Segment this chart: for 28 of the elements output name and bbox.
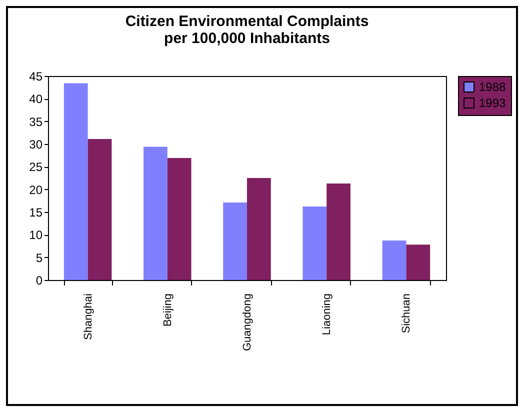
y-tick-label: 20 [29,182,43,197]
x-tick-label: Guangdong [242,294,254,351]
bar [88,139,112,280]
x-tick-label: Sichuan [400,294,413,334]
bar [64,83,88,280]
y-tick-label: 5 [36,250,43,265]
x-tick-label: Beijing [162,294,174,327]
y-tick-label: 15 [29,206,43,220]
y-tick-label: 40 [29,92,43,106]
y-tick-label: 10 [29,228,43,242]
y-tick-label: 45 [29,70,43,84]
bar [144,146,168,280]
bar [382,240,406,280]
x-tick-label: Shanghai [82,294,94,340]
y-tick-label: 0 [36,274,43,288]
bar [223,202,247,280]
chart-title: Citizen Environmental Complaints per 100,000 Inhabitants [125,13,369,47]
y-tick-label: 30 [29,138,43,152]
bar [406,244,430,280]
x-tick-label: Liaoning [321,294,334,336]
bar [326,183,350,280]
bar [167,158,192,280]
legend-label: 1993 [479,96,506,110]
legend-label: 1988 [479,80,506,94]
y-tick-label: 25 [29,160,43,174]
bar [247,178,271,280]
y-tick-label: 35 [29,114,43,129]
bar [302,206,327,280]
